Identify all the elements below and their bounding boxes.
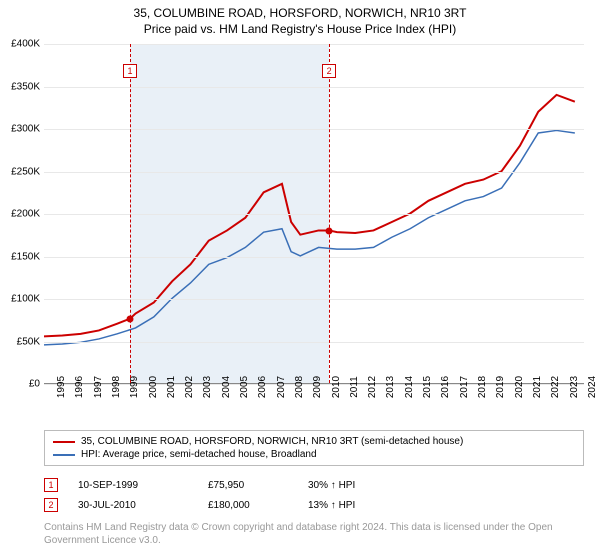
legend-row: 35, COLUMBINE ROAD, HORSFORD, NORWICH, N…: [53, 435, 575, 448]
plot-area: £0£50K£100K£150K£200K£250K£300K£350K£400…: [44, 44, 584, 384]
event-dot: [326, 228, 333, 235]
event-date: 10-SEP-1999: [78, 480, 188, 491]
gridline-h: [44, 257, 584, 258]
event-price: £180,000: [208, 500, 288, 511]
y-tick-label: £200K: [11, 209, 40, 220]
event-date: 30-JUL-2010: [78, 500, 188, 511]
event-dot: [127, 316, 134, 323]
event-price: £75,950: [208, 480, 288, 491]
events-table: 1 10-SEP-1999 £75,950 30% ↑ HPI 2 30-JUL-2010…: [44, 475, 584, 515]
gridline-h: [44, 214, 584, 215]
gridline-h: [44, 87, 584, 88]
event-number-box: 1: [44, 478, 58, 492]
y-tick-label: £250K: [11, 166, 40, 177]
legend: 35, COLUMBINE ROAD, HORSFORD, NORWICH, N…: [44, 430, 584, 466]
chart-title: 35, COLUMBINE ROAD, HORSFORD, NORWICH, N…: [0, 0, 600, 20]
y-tick-label: £300K: [11, 124, 40, 135]
gridline-h: [44, 342, 584, 343]
gridline-h: [44, 129, 584, 130]
chart-container: 35, COLUMBINE ROAD, HORSFORD, NORWICH, N…: [0, 0, 600, 560]
legend-label: 35, COLUMBINE ROAD, HORSFORD, NORWICH, N…: [81, 436, 463, 447]
y-tick-label: £400K: [11, 39, 40, 50]
event-row: 1 10-SEP-1999 £75,950 30% ↑ HPI: [44, 475, 584, 495]
y-tick-label: £150K: [11, 251, 40, 262]
event-row: 2 30-JUL-2010 £180,000 13% ↑ HPI: [44, 495, 584, 515]
series-line-price_paid: [44, 95, 575, 337]
legend-swatch: [53, 441, 75, 443]
event-line: [130, 44, 131, 383]
event-line: [329, 44, 330, 383]
y-tick-label: £100K: [11, 294, 40, 305]
gridline-h: [44, 299, 584, 300]
disclaimer-text: Contains HM Land Registry data © Crown c…: [44, 522, 584, 547]
y-tick-label: £50K: [17, 336, 40, 347]
event-change: 13% ↑ HPI: [308, 500, 408, 511]
event-change: 30% ↑ HPI: [308, 480, 408, 491]
gridline-h: [44, 172, 584, 173]
x-tick-label: 2024: [575, 376, 598, 398]
chart-subtitle: Price paid vs. HM Land Registry's House …: [0, 20, 600, 40]
legend-row: HPI: Average price, semi-detached house,…: [53, 448, 575, 461]
event-number-box: 2: [44, 498, 58, 512]
event-marker-box: 1: [123, 64, 137, 78]
gridline-h: [44, 44, 584, 45]
y-tick-label: £350K: [11, 81, 40, 92]
y-tick-label: £0: [29, 379, 40, 390]
legend-swatch: [53, 454, 75, 456]
event-marker-box: 2: [322, 64, 336, 78]
series-line-hpi: [44, 130, 575, 344]
legend-label: HPI: Average price, semi-detached house,…: [81, 449, 317, 460]
